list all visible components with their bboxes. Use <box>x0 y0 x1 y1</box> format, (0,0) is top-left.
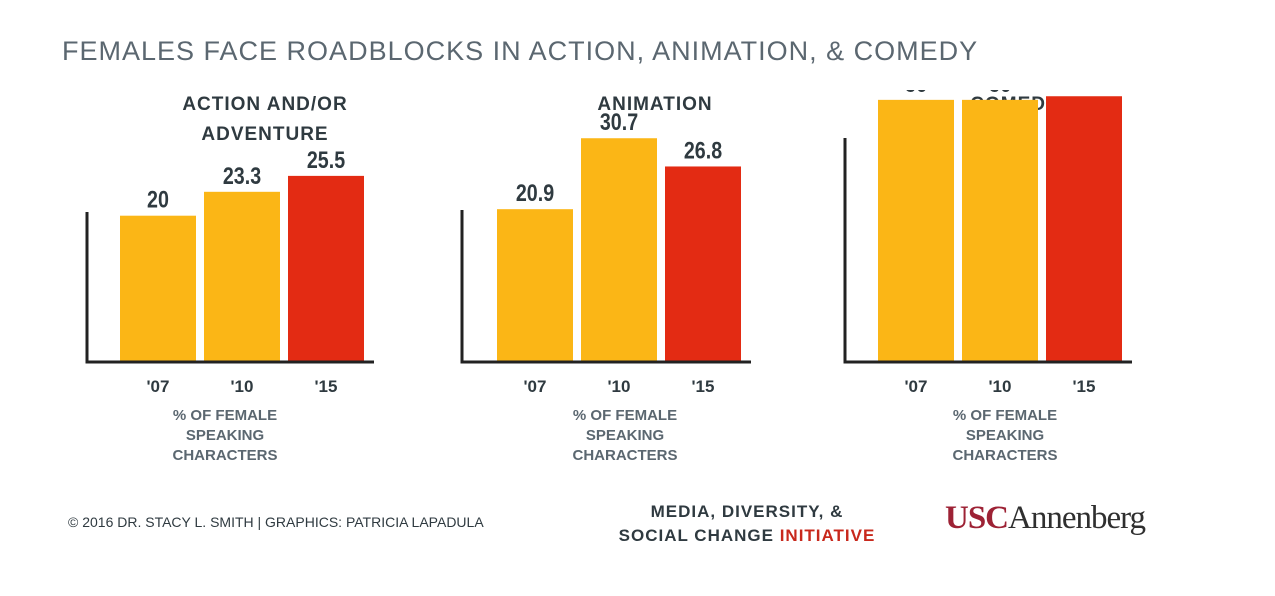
tick-label-action-2: '15 <box>315 377 338 396</box>
bar-chart-action: 20 '07 23.3 '10 25.5 '15 <box>85 146 374 396</box>
logo-annenberg-text: Annenberg <box>1008 500 1146 536</box>
chart-panel-comedy: COMEDY 36'0736'1036.5'15 % OF FEMALE SPE… <box>835 90 1215 464</box>
data-label-animation-2: 26.8 <box>684 137 722 164</box>
chart-panel-action: ACTION AND/OR ADVENTURE 20 '07 23.3 '10 25.5… <box>75 90 455 464</box>
bar-animation-0 <box>497 209 573 361</box>
bar-action-1 <box>204 191 280 361</box>
initiative-name-line1: MEDIA, DIVERSITY, & <box>650 502 844 521</box>
initiative-name: MEDIA, DIVERSITY, & SOCIAL CHANGE INITIA… <box>602 500 892 548</box>
bar-comedy-0 <box>878 99 954 361</box>
bar-chart-comedy: 36 '07 36 '10 36.5 '15 <box>843 90 1132 396</box>
data-label-action-0: 20 <box>147 186 169 213</box>
tick-label-action-1: '10 <box>231 377 254 396</box>
x-axis-caption-animation: % OF FEMALE SPEAKING CHARACTERS <box>572 407 678 464</box>
tick-label-animation-2: '15 <box>692 377 715 396</box>
tick-label-animation-0: '07 <box>524 377 547 396</box>
bar-comedy-2 <box>1046 96 1122 361</box>
tick-label-comedy-1: '10 <box>989 377 1012 396</box>
page-title: FEMALES FACE ROADBLOCKS IN ACTION, ANIMA… <box>62 36 979 66</box>
bar-chart-animation: 20.9 '07 30.7 '10 26.8 '15 <box>460 108 751 396</box>
x-axis-caption-action: % OF FEMALE SPEAKING CHARACTERS <box>172 407 278 464</box>
tick-label-comedy-2: '15 <box>1073 377 1096 396</box>
data-label-animation-0: 20.9 <box>516 179 554 206</box>
data-label-animation-1: 30.7 <box>600 108 638 135</box>
x-axis-caption-comedy: % OF FEMALE SPEAKING CHARACTERS <box>952 407 1058 464</box>
data-label-comedy-2: 36.5 <box>1065 90 1103 94</box>
chart-title-animation: ANIMATION <box>597 94 713 115</box>
tick-label-action-0: '07 <box>147 377 170 396</box>
chart-title-action: ACTION AND/OR ADVENTURE <box>182 94 348 145</box>
data-label-comedy-0: 36 <box>905 90 927 97</box>
initiative-name-line2: SOCIAL CHANGE INITIATIVE <box>602 524 892 548</box>
data-label-action-2: 25.5 <box>307 146 345 173</box>
bar-animation-1 <box>581 138 657 361</box>
initiative-name-accent: INITIATIVE <box>779 526 876 545</box>
tick-label-animation-1: '10 <box>608 377 631 396</box>
bar-action-0 <box>120 215 196 361</box>
initiative-name-plain: SOCIAL CHANGE <box>618 526 780 545</box>
bar-animation-2 <box>665 166 741 361</box>
logo-usc-text: USC <box>945 500 1009 536</box>
copyright-credit: © 2016 DR. STACY L. SMITH | GRAPHICS: PA… <box>68 514 484 530</box>
chart-panel-animation: ANIMATION 20.9 '07 30.7 '10 26.8 '15 % OF FEM… <box>455 90 835 464</box>
tick-label-comedy-0: '07 <box>905 377 928 396</box>
data-label-comedy-1: 36 <box>989 90 1011 97</box>
data-label-action-1: 23.3 <box>223 162 261 189</box>
bar-action-2 <box>288 175 364 361</box>
bar-comedy-1 <box>962 99 1038 361</box>
usc-annenberg-logo: USCAnnenberg <box>945 500 1146 537</box>
